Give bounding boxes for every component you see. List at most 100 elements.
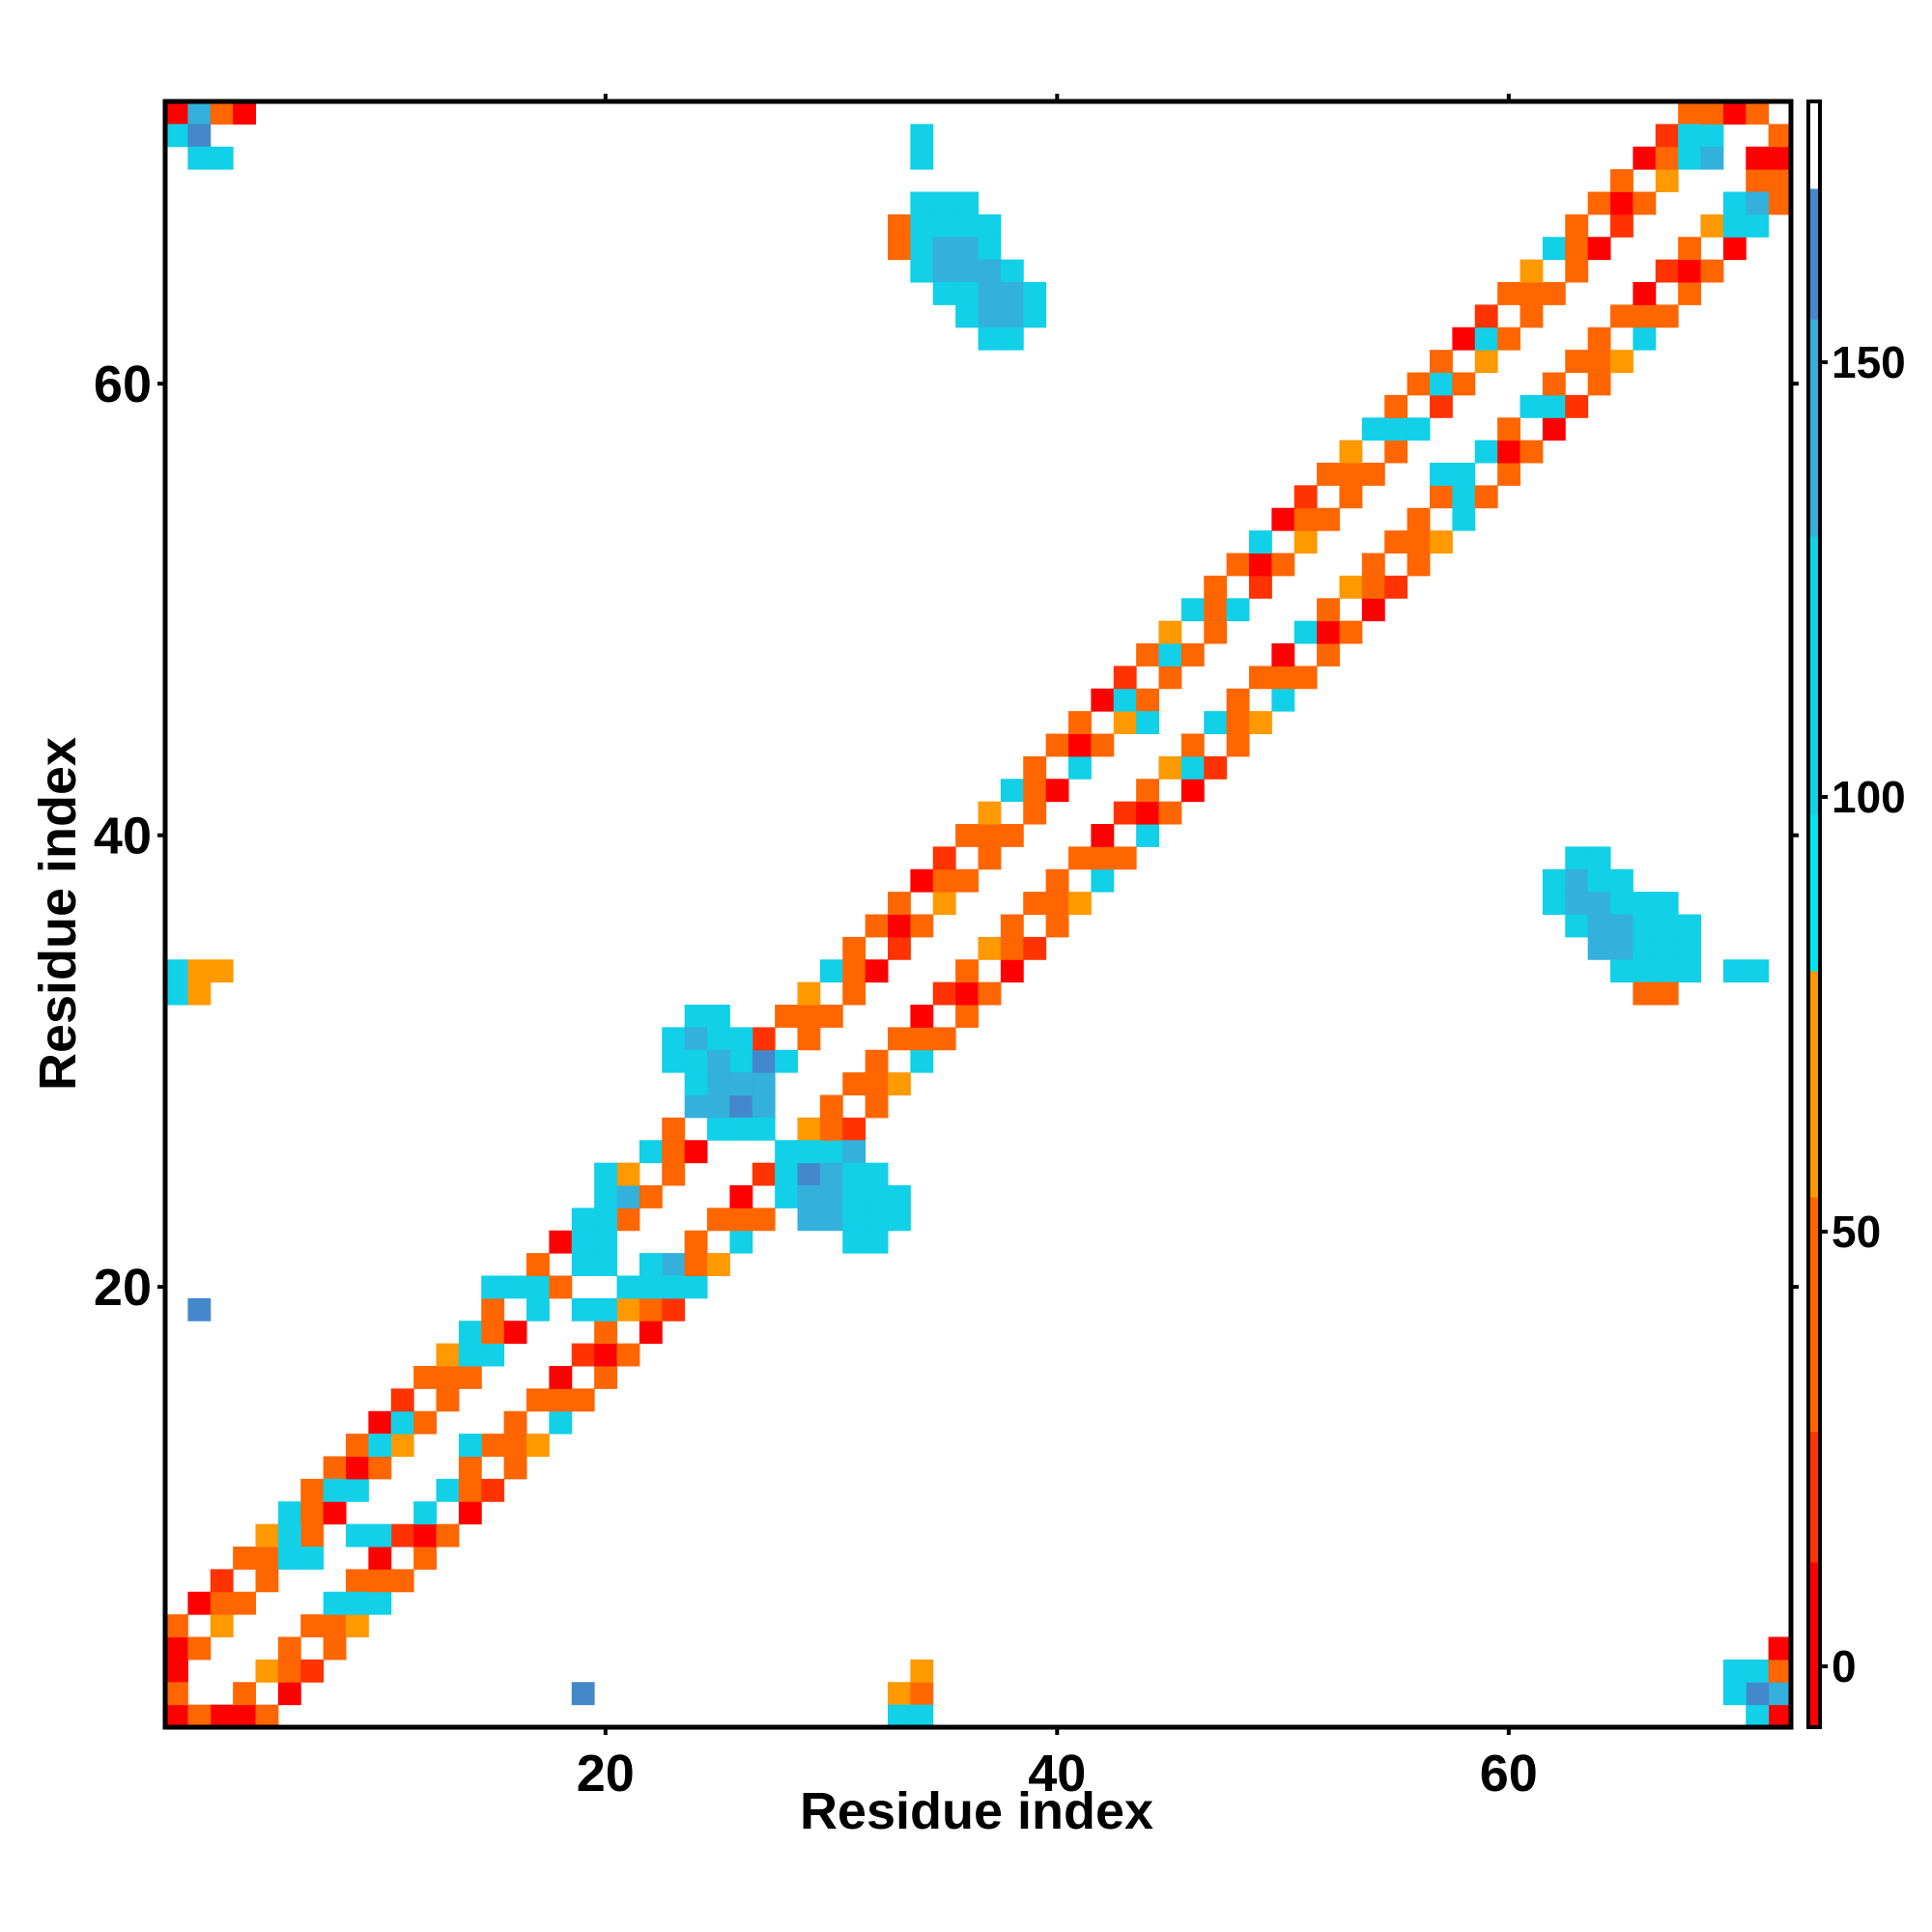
heatmap-cell [1768, 1636, 1792, 1661]
heatmap-cell [819, 1005, 843, 1028]
heatmap-cell [932, 282, 956, 305]
heatmap-cell [1746, 1704, 1770, 1728]
heatmap-cell [752, 1208, 776, 1232]
heatmap-cell [1000, 327, 1024, 351]
heatmap-cell [910, 914, 934, 938]
heatmap-cell [1678, 237, 1702, 261]
heatmap-cell [729, 1027, 753, 1051]
heatmap-cell [1520, 259, 1544, 283]
heatmap-cell [368, 1591, 392, 1615]
heatmap-cell [1271, 666, 1295, 690]
heatmap-cell [323, 1456, 347, 1480]
heatmap-cell [684, 1072, 708, 1096]
heatmap-cell [165, 1636, 188, 1661]
heatmap-cell [1113, 688, 1137, 712]
heatmap-cell [1587, 350, 1611, 374]
heatmap-cell [1474, 485, 1498, 509]
heatmap-cell [1406, 507, 1431, 531]
heatmap-cell [549, 1275, 573, 1299]
heatmap-cell [978, 936, 1002, 960]
heatmap-cell [1068, 711, 1092, 735]
heatmap-cell [1136, 824, 1160, 847]
heatmap-cell [1722, 1682, 1747, 1706]
heatmap-cell [888, 936, 911, 960]
heatmap-cell [481, 1321, 505, 1345]
heatmap-cell [571, 1297, 595, 1321]
heatmap-cell [639, 1253, 663, 1277]
heatmap-cell [662, 1297, 686, 1321]
heatmap-cell [707, 1094, 730, 1119]
heatmap-cell [1655, 259, 1679, 283]
heatmap-cell [978, 237, 1002, 261]
heatmap-cell [436, 1343, 460, 1367]
heatmap-cell [1045, 868, 1069, 893]
heatmap-cell [594, 1185, 618, 1208]
heatmap-cell [797, 1185, 821, 1208]
heatmap-cell [1045, 892, 1069, 916]
heatmap-cell [910, 259, 934, 283]
heatmap-cell [1293, 666, 1318, 690]
heatmap-cell [210, 101, 234, 125]
heatmap-cell [255, 1547, 279, 1570]
heatmap-cell [662, 1140, 686, 1164]
heatmap-cell [684, 1094, 708, 1119]
heatmap-cell [481, 1297, 505, 1321]
heatmap-cell [1746, 101, 1770, 125]
heatmap-cell [1655, 981, 1679, 1006]
heatmap-cell [1000, 959, 1024, 983]
heatmap-cell [1768, 124, 1792, 148]
heatmap-cell [1023, 892, 1047, 916]
heatmap-cell [277, 1659, 301, 1683]
heatmap-cell [955, 191, 980, 215]
heatmap-cell [910, 1659, 934, 1683]
heatmap-cell [233, 1704, 257, 1728]
heatmap-cell [684, 1027, 708, 1051]
heatmap-cell [1430, 463, 1453, 486]
heatmap-cell [1406, 553, 1431, 577]
heatmap-cell [458, 1434, 482, 1458]
heatmap-cell [526, 1388, 550, 1412]
heatmap-cell [1474, 350, 1498, 374]
heatmap-cell [594, 1343, 618, 1367]
heatmap-cell [390, 1434, 414, 1458]
heatmap-cell [1497, 327, 1521, 351]
heatmap-cell [910, 1005, 934, 1028]
heatmap-cell [1226, 688, 1250, 712]
heatmap-cell [978, 981, 1002, 1006]
heatmap-cell [481, 1343, 505, 1367]
heatmap-cell [865, 959, 889, 983]
heatmap-cell [752, 1117, 776, 1141]
heatmap-cell [910, 1704, 934, 1728]
heatmap-cell [1633, 282, 1657, 305]
heatmap-cell [346, 1523, 369, 1548]
heatmap-cell [1339, 463, 1363, 486]
colorbar-segment [1808, 101, 1820, 189]
heatmap-cell [932, 213, 956, 238]
heatmap-cell [1722, 959, 1747, 983]
heatmap-cell [707, 1253, 730, 1277]
heatmap-cell [1317, 643, 1341, 667]
heatmap-cell [775, 1185, 799, 1208]
heatmap-cell [865, 1230, 889, 1254]
heatmap-cell [1045, 733, 1069, 757]
y-tick-label: 20 [94, 1259, 152, 1317]
heatmap-cell [1768, 146, 1792, 170]
heatmap-cell [526, 1253, 550, 1277]
heatmap-cell [1339, 620, 1363, 644]
heatmap-cell [1678, 146, 1702, 170]
heatmap-cell [1226, 598, 1250, 622]
heatmap-cell [1678, 914, 1702, 938]
heatmap-cell [1746, 959, 1770, 983]
heatmap-cell [729, 1049, 753, 1073]
heatmap-cell [865, 1208, 889, 1232]
heatmap-cell [1474, 327, 1498, 351]
heatmap-cell [1068, 892, 1092, 916]
heatmap-cell [1452, 463, 1476, 486]
heatmap-cell [1497, 463, 1521, 486]
heatmap-cell [639, 1140, 663, 1164]
heatmap-cell [1520, 304, 1544, 328]
heatmap-cell [1565, 846, 1589, 870]
heatmap-cell [1610, 959, 1634, 983]
heatmap-cell [729, 1208, 753, 1232]
heatmap-cell [571, 1388, 595, 1412]
